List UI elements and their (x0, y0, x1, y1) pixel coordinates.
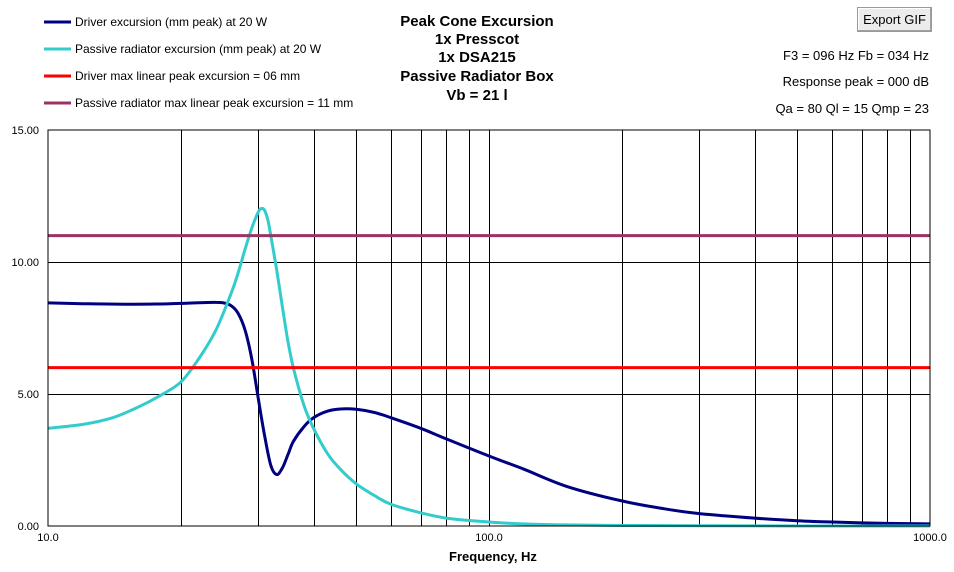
x-tick-label: 100.0 (475, 532, 503, 544)
y-tick-label: 0.00 (18, 521, 39, 533)
chart-title-line-5: Vb = 21 l (446, 87, 507, 104)
info-panel: F3 = 096 Hz Fb = 034 Hz Response peak = … (775, 48, 929, 116)
chart-title-line-2: 1x Presscot (435, 31, 519, 48)
q-values-readout: Qa = 80 Ql = 15 Qmp = 23 (775, 101, 929, 116)
x-tick-label: 1000.0 (913, 532, 947, 544)
y-tick-labels: 0.00 5.00 10.00 15.00 (11, 125, 39, 533)
export-gif-button[interactable]: Export GIF (857, 7, 932, 32)
chart-title-line-3: 1x DSA215 (438, 49, 516, 66)
chart-title-line-1: Peak Cone Excursion (400, 13, 553, 30)
y-tick-label: 15.00 (11, 125, 39, 137)
grid (48, 130, 930, 526)
chart-title-line-4: Passive Radiator Box (400, 68, 554, 85)
legend: Driver excursion (mm peak) at 20 W Passi… (44, 15, 353, 110)
legend-label-passive-radiator-excursion: Passive radiator excursion (mm peak) at … (75, 42, 322, 56)
series-line-driver-excursion (47, 300, 931, 526)
response-peak-readout: Response peak = 000 dB (783, 74, 929, 89)
x-axis-label: Frequency, Hz (449, 549, 537, 564)
chart-title: Peak Cone Excursion 1x Presscot 1x DSA21… (400, 13, 554, 104)
f3-fb-readout: F3 = 096 Hz Fb = 034 Hz (783, 48, 929, 63)
legend-label-driver-max-linear: Driver max linear peak excursion = 06 mm (75, 69, 300, 83)
legend-label-passive-radiator-max-linear: Passive radiator max linear peak excursi… (75, 96, 353, 110)
plot-border (47, 129, 931, 527)
series-line-passive-radiator-excursion (47, 206, 930, 528)
legend-label-driver-excursion: Driver excursion (mm peak) at 20 W (75, 15, 268, 29)
x-tick-label: 10.0 (37, 532, 58, 544)
x-tick-labels: 10.0 100.0 1000.0 (37, 532, 947, 544)
y-tick-label: 10.00 (11, 257, 39, 269)
series-lines (47, 206, 931, 528)
y-tick-label: 5.00 (18, 389, 39, 401)
